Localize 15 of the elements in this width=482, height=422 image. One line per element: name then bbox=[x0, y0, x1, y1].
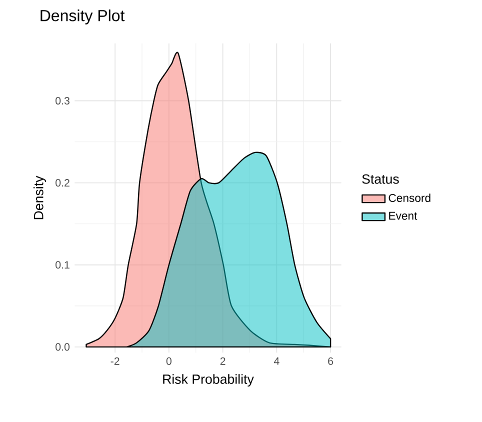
y-tick-label: 0.0 bbox=[56, 343, 70, 351]
x-tick-label: 2 bbox=[220, 357, 226, 365]
legend-title: Status bbox=[362, 174, 399, 184]
y-tick-label: 0.2 bbox=[56, 179, 70, 187]
y-tick-label: 0.3 bbox=[56, 96, 70, 105]
y-axis-title: Density bbox=[34, 176, 46, 220]
legend-label: Event bbox=[389, 212, 418, 220]
x-tick-label: 4 bbox=[274, 357, 280, 365]
x-axis-title: Risk Probability bbox=[163, 374, 254, 387]
x-tick-label: 0 bbox=[166, 357, 172, 365]
legend-label: Censord bbox=[388, 194, 430, 202]
x-tick-label: 6 bbox=[328, 357, 334, 365]
x-tick-label: -2 bbox=[110, 357, 120, 365]
chart-title: Density Plot bbox=[40, 10, 125, 24]
y-tick-label: 0.1 bbox=[56, 261, 70, 269]
